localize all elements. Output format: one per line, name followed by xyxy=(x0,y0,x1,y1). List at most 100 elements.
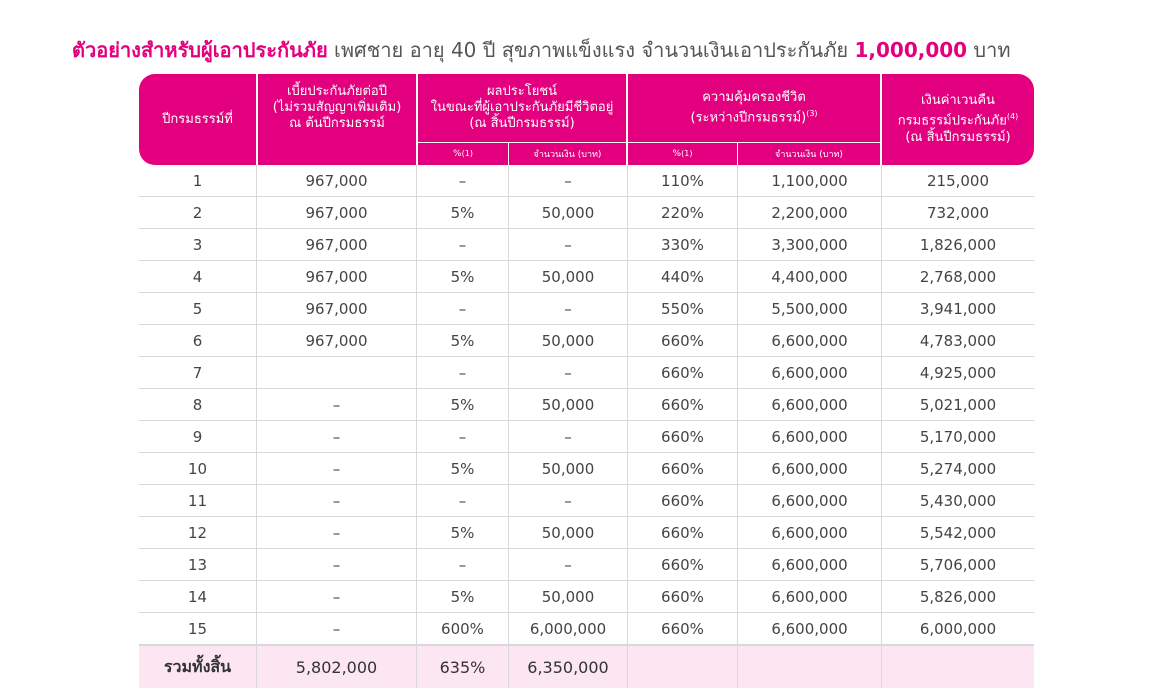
cell-ben-pct: – xyxy=(458,299,467,318)
cell-year: 6 xyxy=(192,331,203,350)
cell-cov-pct: 660% xyxy=(661,395,704,414)
cell-year: 8 xyxy=(192,395,203,414)
cell-cash: 5,542,000 xyxy=(919,523,997,542)
subheader-benefit-percent-footnote: (1) xyxy=(461,149,473,158)
row-divider xyxy=(256,325,257,356)
row-divider xyxy=(737,357,738,388)
title-prefix: ตัวอย่างสำหรับผู้เอาประกันภัย xyxy=(72,38,328,62)
table-row: 4 967,000 5% 50,000 440% 4,400,000 2,768,000 xyxy=(139,261,1034,293)
cell-cash: 1,826,000 xyxy=(919,235,997,254)
header-cash-line2: กรมธรรม์ประกันภัย xyxy=(897,113,1007,129)
cell-ben-amt: 50,000 xyxy=(541,587,595,606)
cell-cov-pct: 660% xyxy=(661,427,704,446)
cell-year: 15 xyxy=(187,619,208,638)
row-divider xyxy=(416,389,417,420)
row-divider xyxy=(508,581,509,612)
row-divider xyxy=(627,453,628,484)
row-divider xyxy=(881,485,882,516)
cell-cash: 5,826,000 xyxy=(919,587,997,606)
row-divider xyxy=(256,549,257,580)
row-divider xyxy=(416,581,417,612)
cell-cash: 4,925,000 xyxy=(919,363,997,382)
cell-cash: 5,706,000 xyxy=(919,555,997,574)
table-row: 9 – – – 660% 6,600,000 5,170,000 xyxy=(139,421,1034,453)
row-divider xyxy=(737,613,738,644)
row-divider xyxy=(881,357,882,388)
cell-cov-amt: 6,600,000 xyxy=(771,331,848,350)
header-benefit-line2: ในขณะที่ผู้เอาประกันภัยมีชีวิตอยู่ xyxy=(430,100,614,115)
cell-ben-amt: 50,000 xyxy=(541,395,595,414)
row-divider xyxy=(416,261,417,292)
table-row: 2 967,000 5% 50,000 220% 2,200,000 732,000 xyxy=(139,197,1034,229)
header-benefit: ผลประโยชน์ ในขณะที่ผู้เอาประกันภัยมีชีวิ… xyxy=(418,74,626,142)
total-row: รวมทั้งสิ้น 5,802,000 635% 6,350,000 xyxy=(139,645,1034,688)
cell-cash: 5,274,000 xyxy=(919,459,997,478)
cell-cov-amt: 6,600,000 xyxy=(771,427,848,446)
cell-year: 12 xyxy=(187,523,208,542)
cell-cash: 6,000,000 xyxy=(919,619,997,638)
row-divider xyxy=(256,261,257,292)
row-divider xyxy=(508,613,509,644)
row-divider xyxy=(881,165,882,196)
cell-premium xyxy=(257,357,416,388)
header-benefit-line1: ผลประโยชน์ xyxy=(486,84,558,99)
row-divider xyxy=(416,229,417,260)
row-divider xyxy=(881,325,882,356)
table-row: 13 – – – 660% 6,600,000 5,706,000 xyxy=(139,549,1034,581)
cell-premium: 967,000 xyxy=(305,299,368,318)
cell-year: 4 xyxy=(192,267,203,286)
cell-cov-amt: 6,600,000 xyxy=(771,555,848,574)
subheader-coverage-percent: % (1) xyxy=(628,142,737,165)
cell-cov-pct: 660% xyxy=(661,587,704,606)
table-row: 5 967,000 – – 550% 5,500,000 3,941,000 xyxy=(139,293,1034,325)
total-divider xyxy=(508,646,509,688)
header-premium-line1: เบี้ยประกันภัยต่อปี xyxy=(287,84,387,99)
header-hline xyxy=(418,142,626,143)
cell-premium: – xyxy=(332,523,341,542)
row-divider xyxy=(737,197,738,228)
cell-cov-amt: 6,600,000 xyxy=(771,395,848,414)
row-divider xyxy=(416,197,417,228)
row-divider xyxy=(737,453,738,484)
subheader-benefit-amount: จำนวนเงิน (บาท) xyxy=(533,149,602,160)
cell-cov-pct: 330% xyxy=(661,235,704,254)
table-body: 1 967,000 – – 110% 1,100,000 215,000 2 967,000 5%… xyxy=(139,165,1034,645)
cell-premium: – xyxy=(332,427,341,446)
header-benefit-line3: (ณ สิ้นปีกรมธรรม์) xyxy=(469,116,575,131)
cell-cash: 3,941,000 xyxy=(919,299,997,318)
header-coverage-line2: (ระหว่างปีกรมธรรม์) xyxy=(690,110,807,126)
row-divider xyxy=(737,389,738,420)
row-divider xyxy=(737,517,738,548)
cell-cov-pct: 660% xyxy=(661,491,704,510)
row-divider xyxy=(508,357,509,388)
header-premium-line3: ณ ต้นปีกรมธรรม์ xyxy=(289,116,385,131)
title-amount: 1,000,000 xyxy=(854,38,968,62)
header-divider xyxy=(256,74,258,165)
row-divider xyxy=(627,165,628,196)
cell-premium: 967,000 xyxy=(305,331,368,350)
cell-cov-amt: 5,500,000 xyxy=(771,299,848,318)
cell-cov-amt: 4,400,000 xyxy=(771,267,848,286)
cell-cov-amt: 6,600,000 xyxy=(771,363,848,382)
row-divider xyxy=(881,293,882,324)
cell-ben-pct: 5% xyxy=(450,523,475,542)
cell-cov-pct: 440% xyxy=(661,267,704,286)
header-cash-line2-wrap: กรมธรรม์ประกันภัย(4) xyxy=(898,109,1018,129)
row-divider xyxy=(881,389,882,420)
cell-ben-pct: – xyxy=(458,171,467,190)
cell-premium: – xyxy=(332,395,341,414)
cell-ben-amt: – xyxy=(564,171,572,190)
cell-premium: – xyxy=(332,459,341,478)
cell-cov-amt: 6,600,000 xyxy=(771,619,848,638)
cell-cov-pct: 660% xyxy=(661,459,704,478)
cell-ben-pct: 5% xyxy=(450,203,475,222)
header-coverage-line1: ความคุ้มครองชีวิต xyxy=(702,89,806,105)
header-cash-value: เงินค่าเวนคืน กรมธรรม์ประกันภัย(4) (ณ สิ… xyxy=(882,74,1034,165)
cell-premium: 967,000 xyxy=(305,203,368,222)
total-divider xyxy=(627,646,628,688)
row-divider xyxy=(881,197,882,228)
cell-ben-pct: 5% xyxy=(450,587,475,606)
cell-ben-amt: 6,000,000 xyxy=(529,619,607,638)
row-divider xyxy=(256,229,257,260)
header-divider xyxy=(508,142,509,165)
